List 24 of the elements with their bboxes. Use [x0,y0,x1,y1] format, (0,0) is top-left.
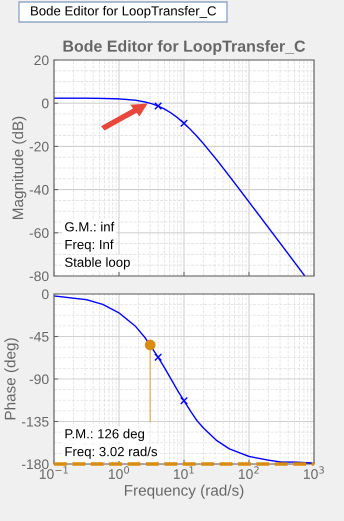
y-axis-title: Phase (deg) [4,338,19,420]
x-tick-label: 10$^{0}$ [108,466,130,479]
x-axis-title: Frequency (rad/s) [124,484,244,499]
annotation: P.M.: 126 deg [65,428,144,442]
annotation: Freq: Inf [65,240,114,252]
x-tick-label: 10$^{2}$ [238,466,259,479]
y-tick-label: 20 [34,55,49,66]
x-tick-label: 10$^{1}$ [174,466,194,479]
annotation: G.M.: inf [65,222,114,232]
y-tick-label: -90 [30,374,49,384]
y-tick-label: -80 [30,271,49,282]
y-tick-label: -40 [30,184,49,195]
y-tick-label: 0 [42,98,49,108]
y-tick-label: -45 [30,332,49,342]
y-axis-title: Magnitude (dB) [12,116,26,219]
text: Bode Editor for LoopTransfer_C [31,6,216,18]
annotation: Freq: 3.02 rad/s [65,446,158,459]
chart-title: Bode Editor for LoopTransfer_C [64,40,306,55]
x-tick-label: 10$^{3}$ [304,466,324,479]
y-tick-label: -60 [30,228,49,238]
y-tick-label: 0 [42,289,49,300]
annotation: Stable loop [65,257,130,270]
y-tick-label: -20 [30,142,49,152]
y-tick-label: -135 [22,416,49,427]
